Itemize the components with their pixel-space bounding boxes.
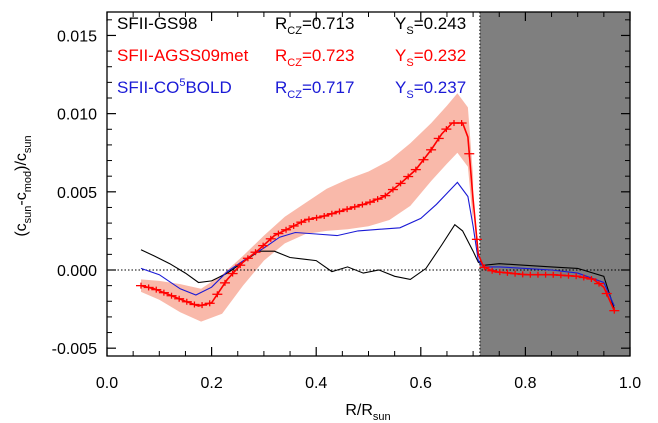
y-axis-title-sub: mod bbox=[22, 171, 34, 192]
x-tick-label: 0.6 bbox=[410, 375, 432, 392]
legend-ys-value: =0.232 bbox=[414, 46, 466, 65]
x-tick-label: 0.8 bbox=[514, 375, 536, 392]
legend-series-name: SFII-CO5BOLD bbox=[117, 77, 232, 97]
y-axis-title: (csun-cmod)/csun bbox=[13, 135, 34, 236]
agss09met-markers bbox=[135, 120, 620, 314]
legend-rcz: RCZ=0.713 bbox=[275, 14, 354, 37]
legend-rcz-label: R bbox=[275, 46, 287, 65]
legend-ys: YS=0.243 bbox=[395, 14, 466, 37]
x-axis-title: R/Rsun bbox=[345, 402, 390, 423]
legend-ys-label: Y bbox=[395, 78, 406, 97]
legend-rcz-value: =0.723 bbox=[302, 46, 354, 65]
legend: SFII-GS98 RCZ=0.713 YS=0.243SFII-AGSS09met… bbox=[117, 14, 466, 101]
legend-rcz: RCZ=0.717 bbox=[275, 78, 354, 101]
axes: 0.0 0.2 0.4 0.6 0.8 1.0 -0.005 0.000 0.005 0.010 0… bbox=[13, 11, 641, 423]
legend-rcz-value: =0.713 bbox=[302, 14, 354, 33]
plot-inner bbox=[107, 12, 630, 356]
legend-name-sup: 5 bbox=[179, 77, 185, 89]
legend-ys-value: =0.237 bbox=[414, 78, 466, 97]
x-axis-title-sub: sun bbox=[373, 411, 391, 423]
x-tick-label: 1.0 bbox=[619, 375, 641, 392]
y-tick-label: -0.005 bbox=[52, 341, 97, 358]
x-tick-label: 0.4 bbox=[305, 375, 327, 392]
legend-ys-sub: S bbox=[406, 89, 413, 101]
legend-name-part: BOLD bbox=[185, 78, 231, 97]
uncertainty-band bbox=[141, 93, 474, 322]
y-tick-label: 0.000 bbox=[57, 263, 97, 280]
y-tick-label: 0.005 bbox=[57, 185, 97, 202]
y-axis-title-sub: sun bbox=[22, 135, 34, 153]
legend-rcz-label: R bbox=[275, 78, 287, 97]
legend-series-name: SFII-AGSS09met bbox=[117, 46, 249, 65]
y-tick-label: 0.010 bbox=[57, 107, 97, 124]
y-axis-title-part: )/c bbox=[13, 153, 30, 171]
legend-rcz-sub: CZ bbox=[287, 89, 302, 101]
legend-entry: SFII-AGSS09met RCZ=0.723 YS=0.232 bbox=[117, 46, 466, 69]
legend-ys-sub: S bbox=[406, 57, 413, 69]
x-axis-title-main: R/R bbox=[345, 402, 373, 419]
y-axis-title-part: (c bbox=[13, 223, 30, 236]
legend-ys-sub: S bbox=[406, 25, 413, 37]
legend-ys: YS=0.232 bbox=[395, 46, 466, 69]
legend-ys-label: Y bbox=[395, 46, 406, 65]
legend-ys-value: =0.243 bbox=[414, 14, 466, 33]
x-tick-label: 0.0 bbox=[96, 375, 118, 392]
y-axis-title-part: -c bbox=[13, 192, 30, 205]
legend-entry: SFII-CO5BOLD RCZ=0.717 YS=0.237 bbox=[117, 77, 466, 101]
series-gs98-line bbox=[140, 223, 615, 310]
plot-area bbox=[107, 12, 630, 356]
y-tick-label: 0.015 bbox=[57, 28, 97, 45]
series-co5bold-line bbox=[140, 181, 615, 307]
legend-rcz-value: =0.717 bbox=[302, 78, 354, 97]
convective-zone-shade bbox=[479, 12, 630, 356]
y-axis-title-sub: sun bbox=[22, 206, 34, 224]
legend-ys-label: Y bbox=[395, 14, 406, 33]
legend-rcz: RCZ=0.723 bbox=[275, 46, 354, 69]
legend-rcz-sub: CZ bbox=[287, 25, 302, 37]
legend-series-name: SFII-GS98 bbox=[117, 14, 197, 33]
legend-rcz-sub: CZ bbox=[287, 57, 302, 69]
x-tick-label: 0.2 bbox=[200, 375, 222, 392]
legend-name-part: SFII-CO bbox=[117, 78, 179, 97]
legend-ys: YS=0.237 bbox=[395, 78, 466, 101]
legend-entry: SFII-GS98 RCZ=0.713 YS=0.243 bbox=[117, 14, 466, 37]
legend-rcz-label: R bbox=[275, 14, 287, 33]
